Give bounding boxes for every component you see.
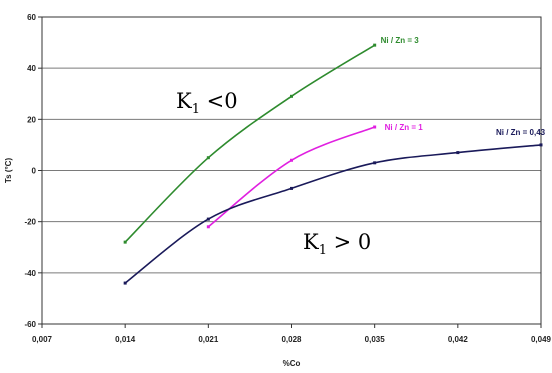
region-label-rest: > 0 <box>327 230 371 254</box>
data-point <box>290 158 293 162</box>
x-tick-labels: 0,007 0,014 0,021 0,028 0,035 0,042 0,049 <box>32 324 552 344</box>
data-point <box>206 225 210 229</box>
region-label-base: K <box>303 230 319 254</box>
gridlines <box>42 67 541 274</box>
region-label-k1-negative: K1 <0 <box>176 89 238 117</box>
series-line <box>124 144 542 284</box>
region-label-k1-positive: K1 > 0 <box>303 230 371 258</box>
series-lines <box>123 43 543 285</box>
y-tick-label: -60 <box>24 320 36 329</box>
x-tick-label: 0,035 <box>365 335 386 344</box>
region-label-rest: <0 <box>200 89 238 113</box>
series-label: Ni / Zn = 0,43 <box>496 128 546 137</box>
series-line <box>124 44 376 243</box>
y-axis-title: Ts (°C) <box>4 158 13 184</box>
x-tick-label: 0,042 <box>448 335 469 344</box>
x-axis-title: %Co <box>283 359 301 368</box>
x-tick-label: 0,021 <box>198 335 219 344</box>
region-label-base: K <box>176 89 192 113</box>
data-point <box>290 94 293 98</box>
series-line <box>207 126 375 228</box>
data-point <box>206 156 210 160</box>
series-labels: Ni / Zn = 3 Ni / Zn = 1 Ni / Zn = 0,43 <box>381 36 546 137</box>
data-point <box>456 151 460 155</box>
y-tick-label: -40 <box>24 269 36 278</box>
x-tick-label: 0,049 <box>531 335 552 344</box>
data-point <box>290 186 293 190</box>
data-point <box>206 217 210 221</box>
y-tick-label: 40 <box>27 64 36 73</box>
y-tick-labels: 60 40 20 0 -20 -40 -60 <box>24 13 42 329</box>
data-point <box>373 43 377 47</box>
series-label: Ni / Zn = 3 <box>381 36 420 45</box>
y-tick-label: 60 <box>27 13 36 22</box>
x-tick-label: 0,028 <box>281 335 302 344</box>
data-point <box>373 125 377 129</box>
data-point <box>123 281 127 285</box>
data-point <box>123 240 127 244</box>
y-tick-label: 20 <box>27 115 36 124</box>
data-point <box>373 161 377 165</box>
region-label-subscript: 1 <box>192 102 200 117</box>
series-label: Ni / Zn = 1 <box>385 123 424 132</box>
y-tick-label: -20 <box>24 218 36 227</box>
x-tick-label: 0,014 <box>115 335 136 344</box>
y-tick-label: 0 <box>32 167 37 176</box>
x-tick-label: 0,007 <box>32 335 53 344</box>
data-point <box>539 143 543 147</box>
region-label-subscript: 1 <box>319 243 327 258</box>
